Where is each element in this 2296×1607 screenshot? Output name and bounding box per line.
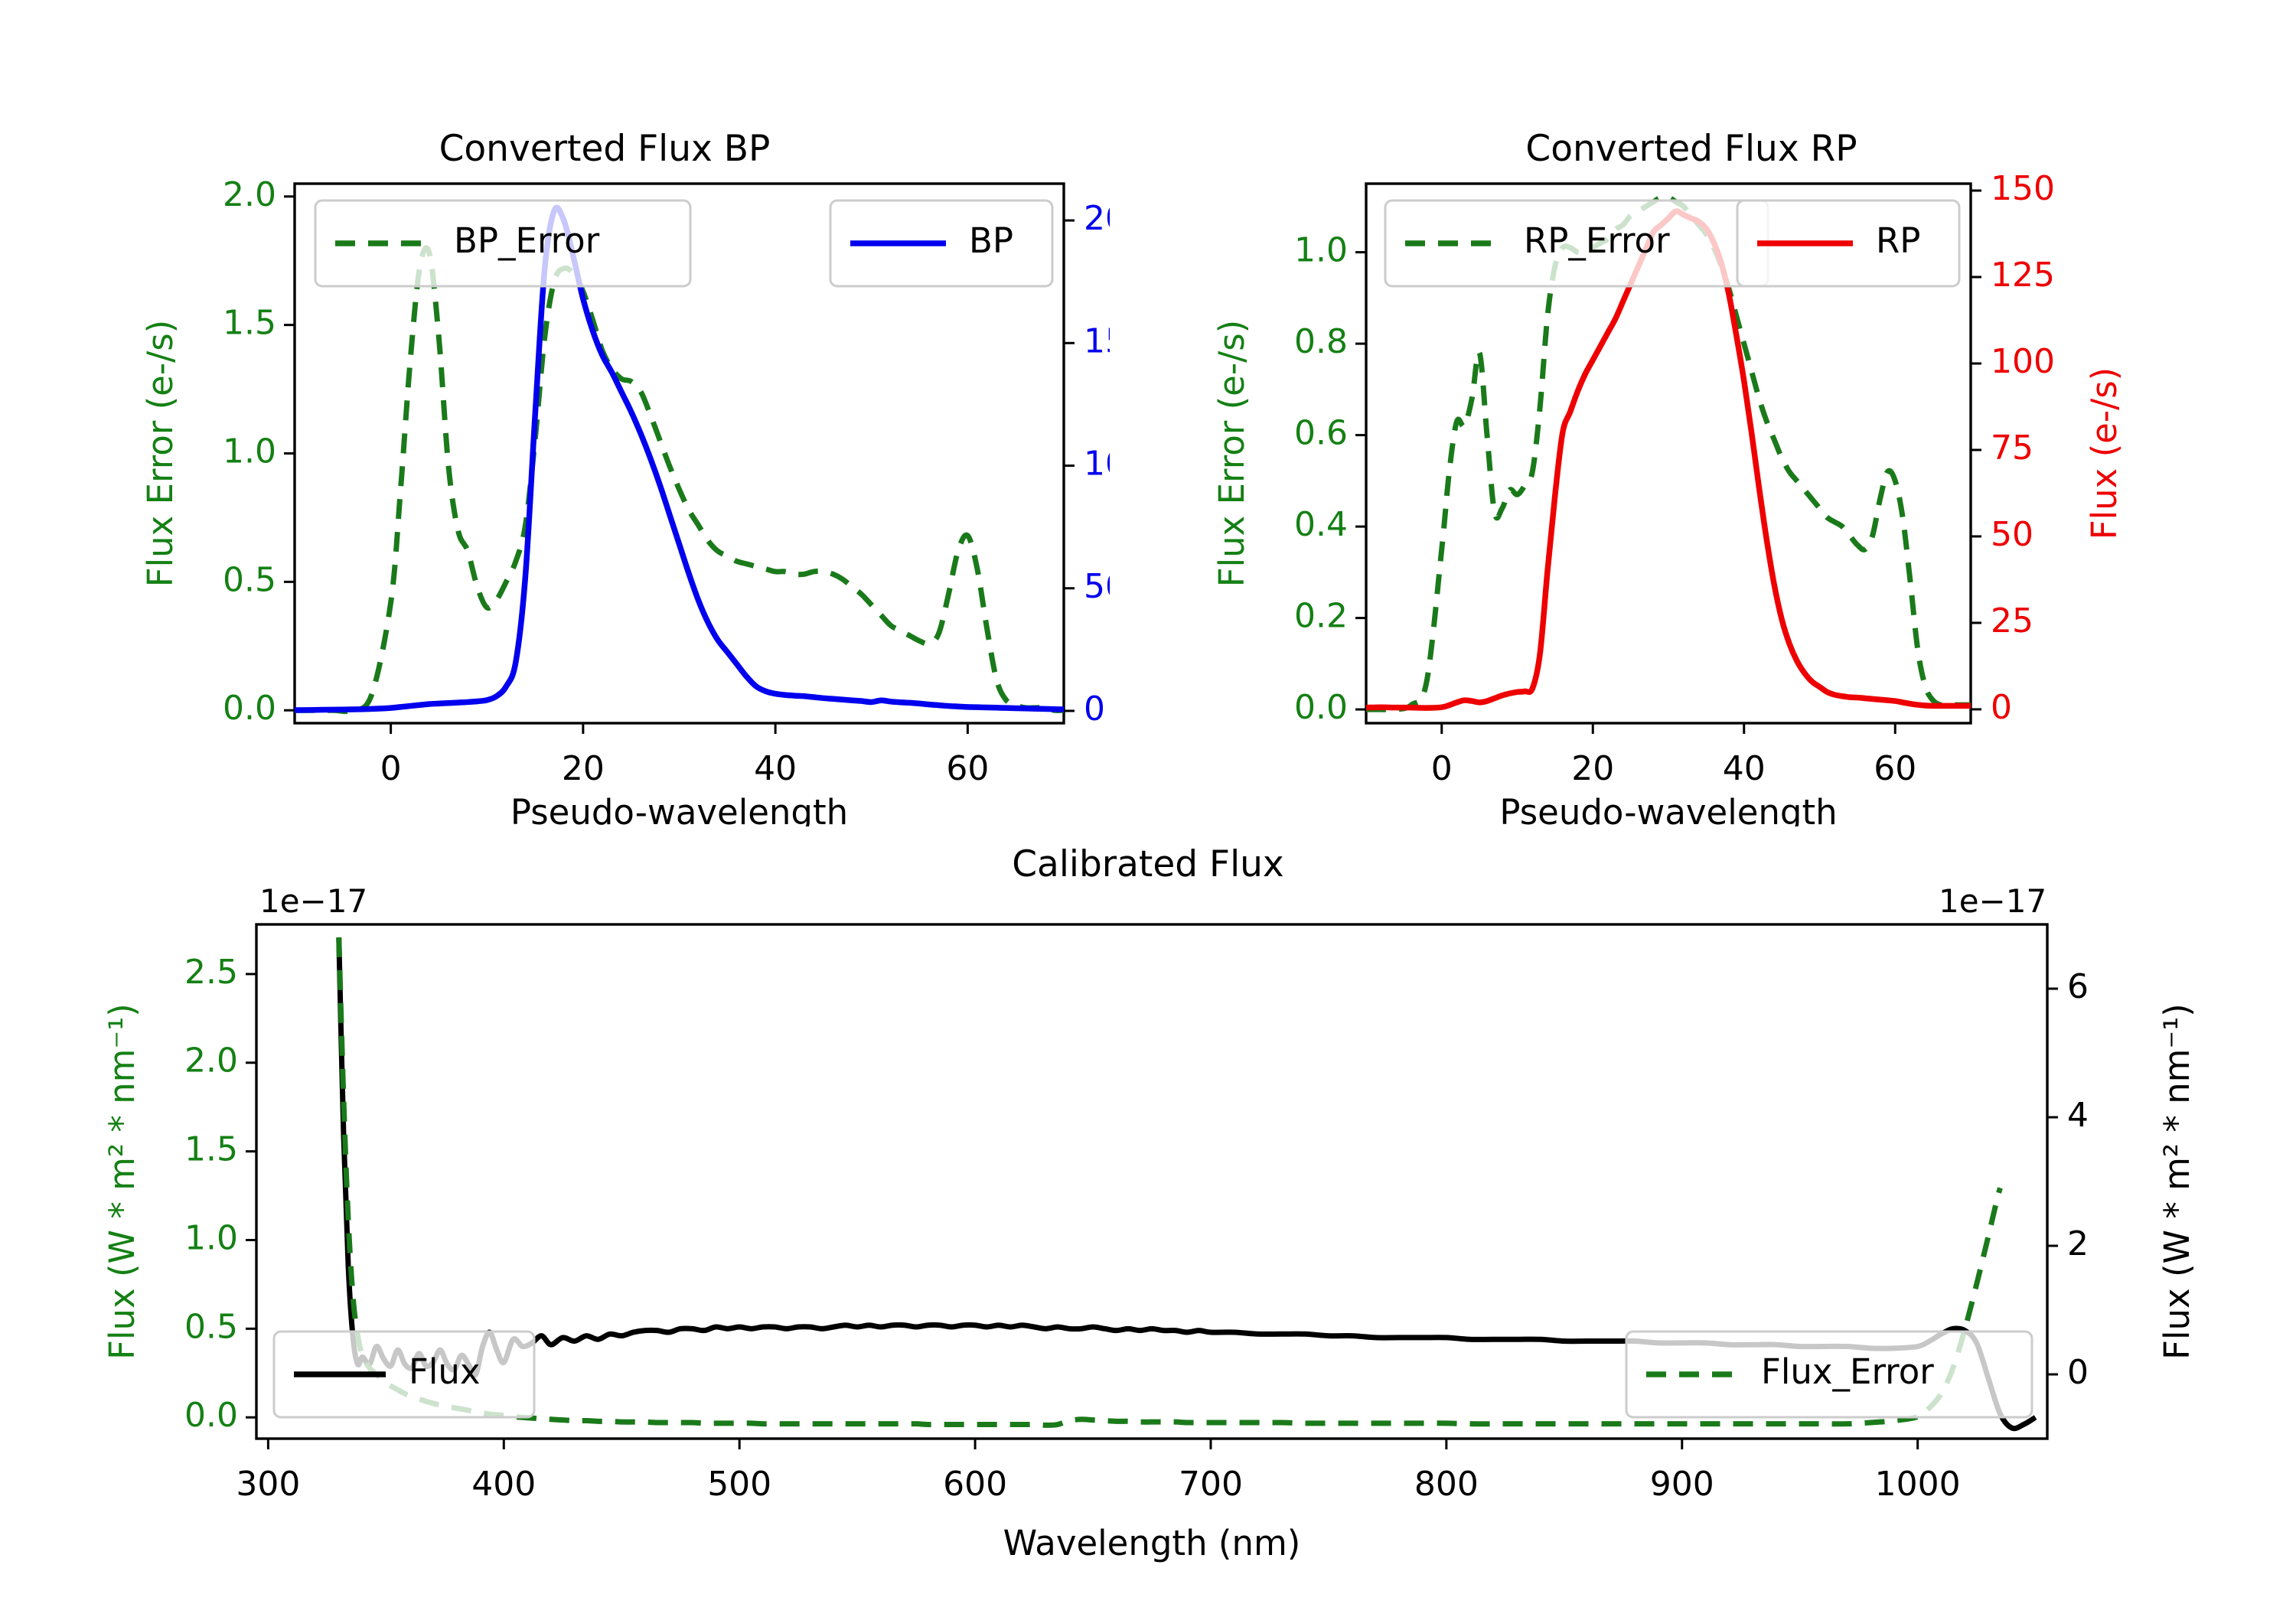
x-axis-label: Pseudo-wavelength [1499, 792, 1837, 826]
rp-panel-title: Converted Flux RP [1525, 128, 1857, 170]
y-tick-label-right: 125 [1991, 256, 2055, 295]
cal-panel-title: Calibrated Flux [1012, 843, 1284, 885]
y-axis-label-right: Flux (W * m² * nm⁻¹) [2157, 1003, 2197, 1360]
x-tick-label: 40 [754, 749, 797, 788]
y-tick-label-left: 0.0 [1294, 688, 1348, 727]
y-axis-offset-right: 1e−17 [1939, 882, 2047, 920]
y-tick-label-left: 0.0 [223, 689, 276, 728]
y-tick-label-right: 100 [1991, 342, 2055, 381]
legend-label: Flux [409, 1351, 481, 1392]
x-axis-label: Pseudo-wavelength [510, 792, 848, 826]
bp-panel-title: Converted Flux BP [439, 128, 771, 170]
y-tick-label-left: 0.2 [1294, 597, 1348, 636]
legend-label: BP [969, 220, 1013, 261]
y-tick-label-left: 1.0 [184, 1218, 238, 1257]
y-tick-label-right: 2 [2067, 1224, 2089, 1263]
y-tick-label-right: 100 [1084, 445, 1110, 484]
panel-calibrated-flux: Calibrated Flux 300 400 500 600 700 800 900 100… [102, 843, 2197, 1563]
x-tick-label: 20 [1571, 749, 1614, 788]
y-tick-label-right: 25 [1991, 601, 2033, 641]
legend-label: RP_Error [1524, 220, 1670, 261]
x-tick-label: 60 [946, 749, 989, 788]
y-tick-label-left: 0.5 [184, 1307, 238, 1346]
y-tick-label-right: 6 [2067, 967, 2089, 1006]
x-tick-label: 600 [943, 1465, 1007, 1504]
y-tick-label-left: 0.8 [1294, 322, 1348, 361]
y-tick-label-right: 200 [1084, 199, 1110, 238]
x-tick-label: 400 [471, 1465, 536, 1504]
x-axis-label: Wavelength (nm) [1003, 1523, 1301, 1563]
panel-converted-flux-rp: Converted Flux RP 0 20 40 60 0.0 0.2 0.4 0.6 0.8… [1212, 128, 2125, 826]
x-tick-label: 0 [1431, 749, 1453, 788]
y-tick-label-right: 75 [1991, 429, 2033, 468]
y-tick-label-left: 0.4 [1294, 505, 1348, 544]
y-tick-label-left: 1.5 [184, 1130, 238, 1169]
y-tick-label-left: 1.0 [223, 432, 276, 471]
legend-label: RP [1876, 220, 1920, 261]
legend-bp-error: BP_Error [314, 199, 692, 288]
legend-label: BP_Error [454, 220, 600, 261]
x-tick-label: 500 [707, 1465, 771, 1504]
x-tick-label: 300 [236, 1465, 300, 1504]
y-tick-label-left: 1.5 [223, 304, 276, 343]
y-axis-label-left: Flux Error (e-/s) [1212, 320, 1252, 587]
y-tick-label-right: 150 [1991, 169, 2055, 208]
y-tick-label-left: 2.0 [184, 1041, 238, 1081]
y-tick-label-right: 0 [1991, 688, 2012, 727]
legend-flux: Flux [272, 1330, 536, 1419]
x-tick-label: 1000 [1875, 1465, 1961, 1504]
panel-converted-flux-bp: Converted Flux BP 0 20 40 60 0.0 0.5 1.0 1.5 2.0… [140, 128, 1110, 826]
y-tick-label-right: 150 [1084, 321, 1110, 360]
x-tick-label: 900 [1650, 1465, 1714, 1504]
x-tick-label: 0 [380, 749, 402, 788]
x-tick-label: 40 [1723, 749, 1766, 788]
x-tick-label: 800 [1414, 1465, 1479, 1504]
y-tick-label-right: 4 [2067, 1096, 2089, 1135]
legend-flux-error: Flux_Error [1625, 1330, 2033, 1419]
legend-rp-error: RP_Error [1384, 199, 1769, 288]
y-tick-label-right: 50 [1084, 567, 1110, 606]
x-tick-label: 20 [562, 749, 605, 788]
y-tick-label-left: 2.0 [223, 175, 276, 214]
y-tick-label-right: 0 [2067, 1353, 2089, 1392]
legend-label: Flux_Error [1761, 1351, 1934, 1392]
legend-bp: BP [829, 199, 1054, 288]
y-axis-label-left: Flux Error (e-/s) [140, 320, 181, 587]
legend-rp: RP [1736, 199, 1961, 288]
series-bp [295, 204, 1064, 713]
y-tick-label-left: 0.5 [223, 560, 276, 599]
y-tick-label-right: 50 [1991, 515, 2033, 554]
y-tick-label-left: 0.0 [184, 1396, 238, 1435]
y-axis-label-left: Flux (W * m² * nm⁻¹) [102, 1003, 142, 1360]
y-tick-label-left: 1.0 [1294, 231, 1348, 270]
series-bp_error [295, 245, 1064, 715]
y-tick-label-left: 2.5 [184, 953, 238, 992]
x-tick-label: 700 [1179, 1465, 1243, 1504]
y-axis-label-right: Flux (e-/s) [2084, 367, 2125, 539]
y-tick-label-left: 0.6 [1294, 414, 1348, 453]
x-tick-label: 60 [1874, 749, 1916, 788]
y-tick-label-right: 0 [1084, 689, 1105, 729]
y-axis-offset-left: 1e−17 [259, 882, 367, 920]
